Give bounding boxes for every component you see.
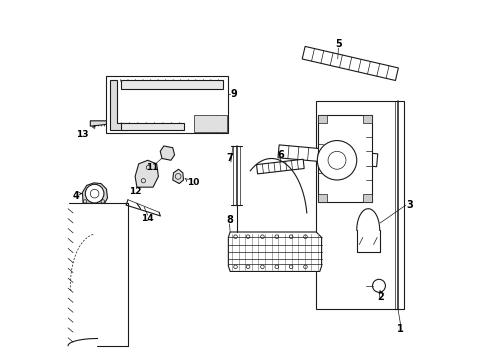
Text: 11: 11: [145, 163, 158, 172]
Polygon shape: [110, 80, 128, 130]
Text: 6: 6: [276, 150, 283, 160]
Text: 3: 3: [405, 200, 412, 210]
Text: 14: 14: [141, 214, 154, 223]
Text: 2: 2: [377, 292, 384, 302]
Circle shape: [85, 184, 104, 203]
Polygon shape: [277, 145, 377, 167]
Text: 4: 4: [72, 191, 79, 201]
Polygon shape: [302, 46, 398, 81]
Polygon shape: [362, 116, 371, 123]
Text: 12: 12: [129, 187, 141, 196]
Polygon shape: [362, 194, 371, 202]
Circle shape: [317, 140, 356, 180]
Polygon shape: [90, 121, 106, 126]
Text: 9: 9: [230, 89, 237, 99]
Polygon shape: [317, 116, 326, 123]
Polygon shape: [160, 146, 174, 160]
Text: 5: 5: [334, 40, 341, 49]
Text: 10: 10: [187, 177, 199, 186]
Text: 1: 1: [396, 324, 403, 334]
Text: 13: 13: [76, 130, 88, 139]
Polygon shape: [121, 123, 183, 130]
Polygon shape: [82, 183, 107, 203]
Polygon shape: [121, 80, 223, 89]
Polygon shape: [317, 194, 326, 202]
Polygon shape: [194, 116, 226, 132]
Polygon shape: [317, 116, 371, 202]
Polygon shape: [228, 232, 321, 271]
Text: 8: 8: [225, 215, 232, 225]
Polygon shape: [135, 160, 158, 187]
Polygon shape: [256, 159, 304, 174]
Polygon shape: [172, 169, 183, 184]
Text: 7: 7: [225, 153, 232, 163]
